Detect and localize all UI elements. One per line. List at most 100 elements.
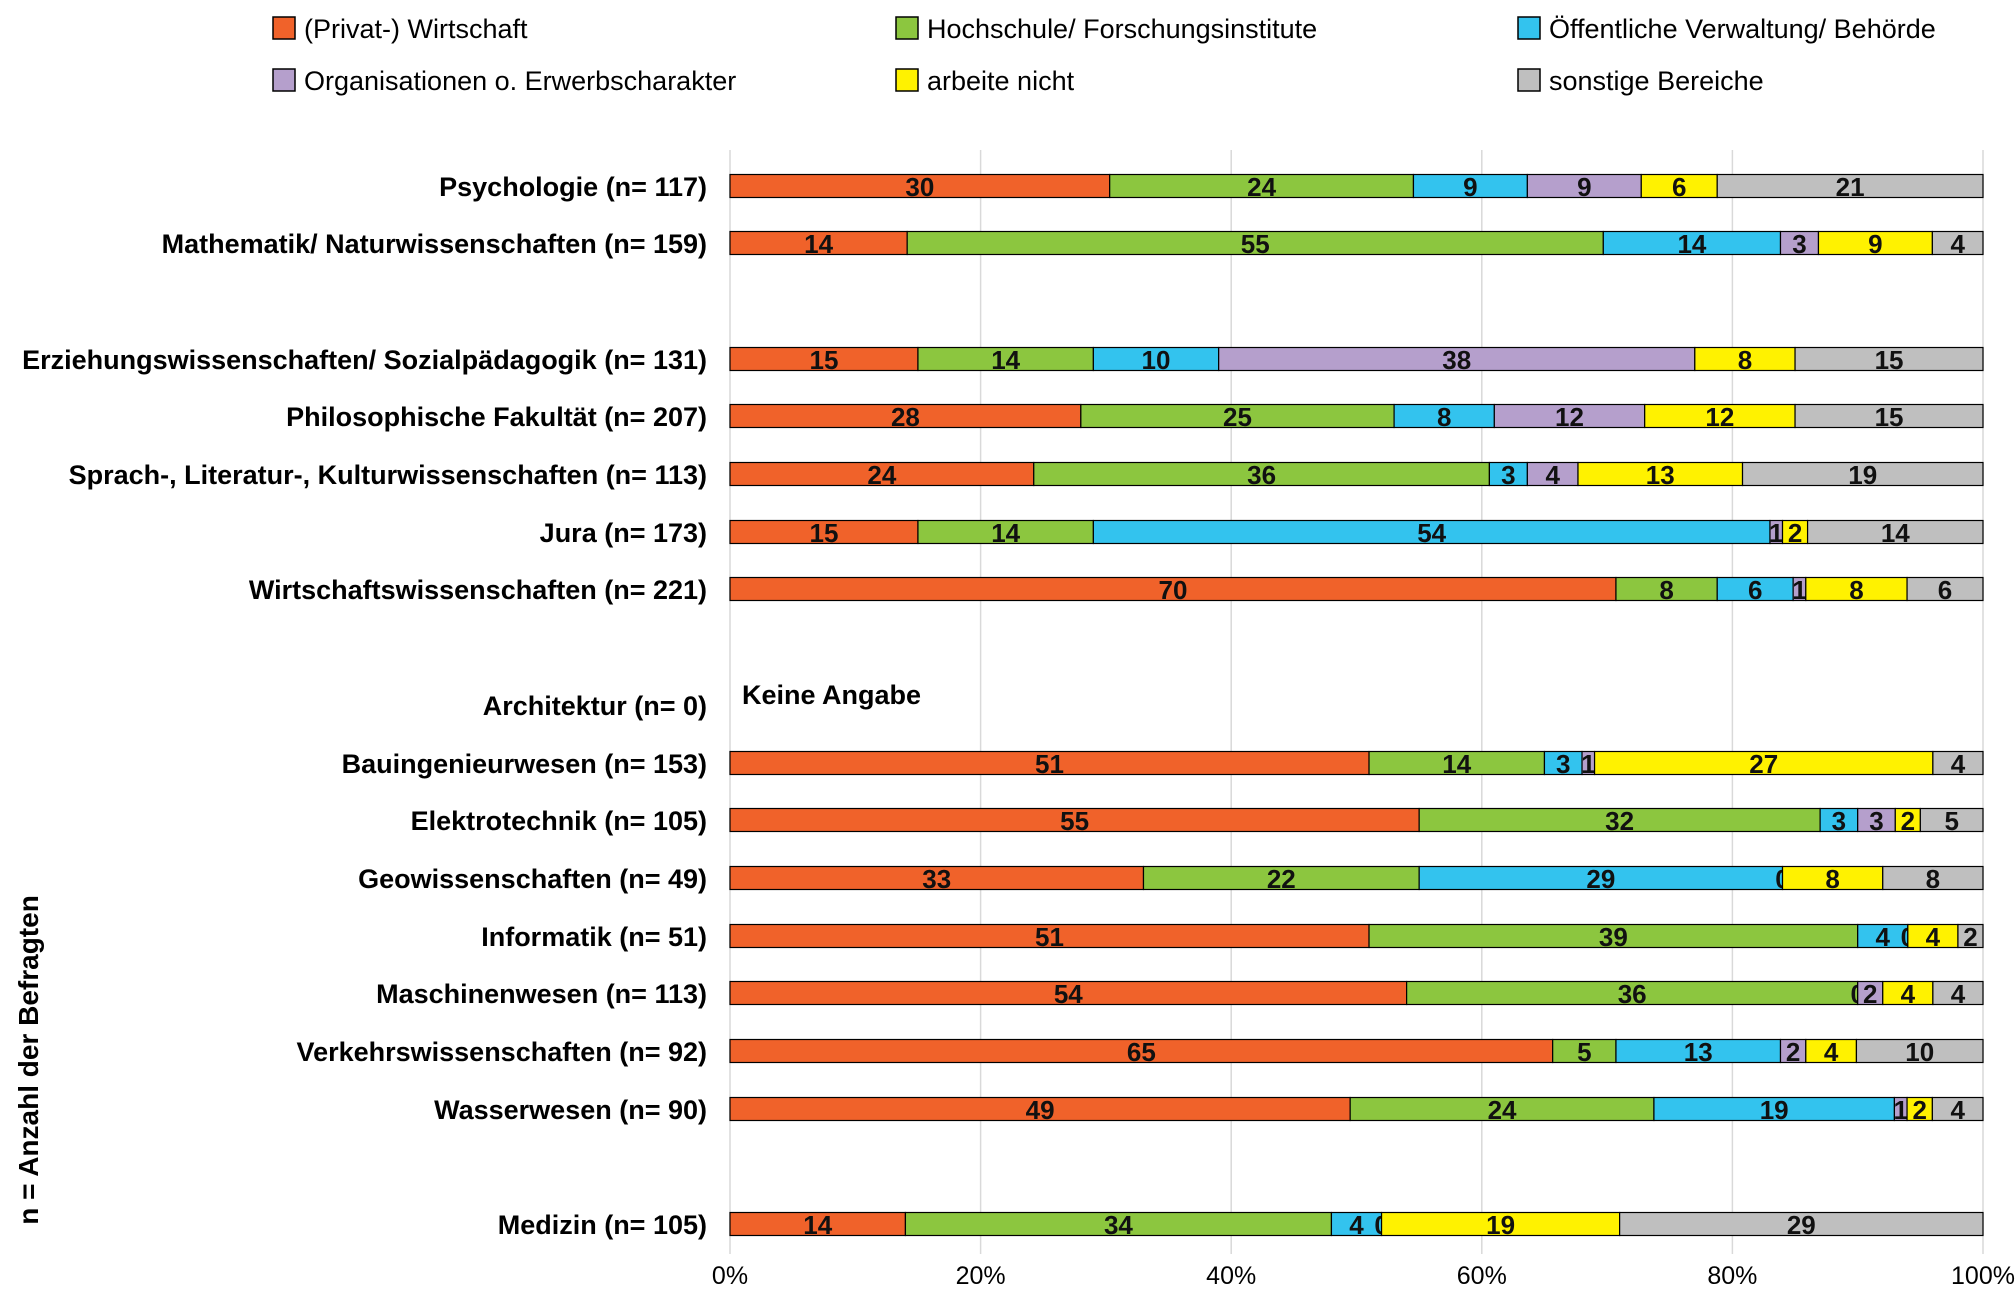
segment-value-label: 5 (1944, 806, 1958, 836)
segment-value-label: 6 (1748, 575, 1762, 605)
segment-value-label: 25 (1223, 402, 1252, 432)
segment-value-label: 14 (1442, 749, 1471, 779)
segment-value-label: 15 (1875, 402, 1904, 432)
category-label: Medizin (n= 105) (498, 1210, 707, 1240)
legend-label: Öffentliche Verwaltung/ Behörde (1549, 14, 1936, 44)
x-tick-label: 60% (1457, 1262, 1507, 1290)
category-label: Wirtschaftswissenschaften (n= 221) (249, 575, 707, 605)
segment-value-label: 19 (1760, 1095, 1789, 1125)
bar-segment (1919, 807, 1984, 833)
segment-value-label: 8 (1437, 402, 1451, 432)
legend-label: (Privat-) Wirtschaft (304, 14, 528, 44)
y-axis-label: n = Anzahl der Befragten (13, 895, 44, 1225)
segment-value-label: 27 (1749, 749, 1778, 779)
segment-value-label: 39 (1599, 922, 1628, 952)
segment-value-label: 3 (1501, 460, 1515, 490)
bar-row: 30 24 9 9 6 21 (729, 172, 1984, 202)
segment-value-label: 6 (1938, 575, 1952, 605)
bar-row: 65 5 13 2 4 10 (729, 1037, 1984, 1067)
legend-item: (Privat-) Wirtschaft (272, 14, 528, 44)
segment-value-label: 54 (1417, 518, 1446, 548)
bar-row: 15 14 54 1 2 14 (729, 518, 1984, 548)
bar-row: 51 14 3 1 27 4 (729, 749, 1984, 779)
segment-value-label: 29 (1586, 864, 1615, 894)
x-axis-ticks: 0% 20% 40% 60% 80% 100% (712, 1262, 2015, 1290)
bar-row: 49 24 19 1 2 4 (729, 1095, 1984, 1125)
legend-swatch (1517, 68, 1541, 92)
bar-segment (1932, 980, 1984, 1006)
legend-item: Organisationen o. Erwerbscharakter (272, 66, 736, 96)
segment-value-label: 5 (1577, 1037, 1591, 1067)
segment-value-label: 9 (1577, 172, 1591, 202)
segment-value-label: 3 (1832, 806, 1846, 836)
bar-segment (1806, 519, 1984, 545)
category-label: Bauingenieurwesen (n= 153) (342, 749, 707, 779)
segment-value-label: 13 (1646, 460, 1675, 490)
segment-value-label: 22 (1267, 864, 1296, 894)
segment-value-label: 8 (1849, 575, 1863, 605)
legend-item: Öffentliche Verwaltung/ Behörde (1517, 14, 1936, 44)
segment-value-label: 12 (1705, 402, 1734, 432)
segment-value-label: 1 (1893, 1095, 1907, 1125)
legend-item: arbeite nicht (895, 66, 1075, 96)
bar-segment (1931, 1096, 1984, 1122)
segment-value-label: 8 (1825, 864, 1839, 894)
legend-label: arbeite nicht (927, 66, 1075, 96)
segment-value-label: 38 (1442, 345, 1471, 375)
segment-value-label: 14 (1881, 518, 1910, 548)
category-label: Wasserwesen (n= 90) (434, 1095, 707, 1125)
segment-value-label: 19 (1848, 460, 1877, 490)
legend-swatch (272, 68, 296, 92)
legend-label: Hochschule/ Forschungsinstitute (927, 14, 1317, 44)
segment-value-label: 4 (1950, 1095, 1965, 1125)
bar-segment (1931, 230, 1984, 256)
legend-swatch (895, 16, 919, 40)
bar-row: 14 55 14 3 9 4 (729, 229, 1984, 259)
category-label: Architektur (n= 0) (483, 691, 707, 721)
segment-value-label: 4 (1951, 749, 1966, 779)
segment-value-label: 4 (1926, 922, 1941, 952)
category-label: Informatik (n= 51) (481, 922, 707, 952)
segment-value-label: 1 (1792, 575, 1806, 605)
segment-value-label: 70 (1159, 575, 1188, 605)
segment-value-label: 10 (1905, 1037, 1934, 1067)
category-label: Verkehrswissenschaften (n= 92) (297, 1037, 707, 1067)
segment-value-label: 34 (1104, 1210, 1133, 1240)
segment-value-label: 14 (991, 518, 1020, 548)
segment-value-label: 24 (867, 460, 896, 490)
segment-value-label: 36 (1247, 460, 1276, 490)
segment-value-label: 12 (1555, 402, 1584, 432)
bar-segment (1794, 346, 1984, 372)
segment-value-label: 4 (1951, 979, 1966, 1009)
category-label: Maschinenwesen (n= 113) (376, 979, 707, 1009)
bar-segment (1932, 750, 1984, 776)
grid-lines (729, 150, 1984, 1254)
segment-value-label: 28 (891, 402, 920, 432)
category-label: Psychologie (n= 117) (439, 172, 707, 202)
bar-row: 24 36 3 4 13 19 (729, 460, 1984, 490)
segment-value-label: 1 (1581, 749, 1595, 779)
legend-label: Organisationen o. Erwerbscharakter (304, 66, 736, 96)
segment-value-label: 14 (1677, 229, 1706, 259)
legend-swatch (1517, 16, 1541, 40)
segment-value-label: 65 (1127, 1037, 1156, 1067)
bar-row: 70 8 6 1 8 6 (729, 575, 1984, 605)
bar-segment (1619, 1211, 1984, 1237)
segment-value-label: 3 (1869, 806, 1883, 836)
segment-value-label: 14 (803, 1210, 832, 1240)
bar-segment (1741, 461, 1984, 487)
segment-value-label: 9 (1868, 229, 1882, 259)
segment-value-label: 4 (1876, 922, 1891, 952)
segment-value-label: 4 (1349, 1210, 1364, 1240)
segment-value-label: 6 (1672, 172, 1686, 202)
legend-item: Hochschule/ Forschungsinstitute (895, 14, 1317, 44)
x-tick-label: 0% (712, 1262, 748, 1290)
segment-value-label: 2 (1963, 922, 1977, 952)
category-label: Sprach-, Literatur-, Kulturwissenschafte… (69, 460, 707, 490)
x-tick-label: 100% (1951, 1262, 2015, 1290)
legend-swatch (272, 16, 296, 40)
segment-value-label: 2 (1786, 1037, 1800, 1067)
segment-value-label: 15 (810, 345, 839, 375)
bar-segment (1716, 173, 1984, 199)
